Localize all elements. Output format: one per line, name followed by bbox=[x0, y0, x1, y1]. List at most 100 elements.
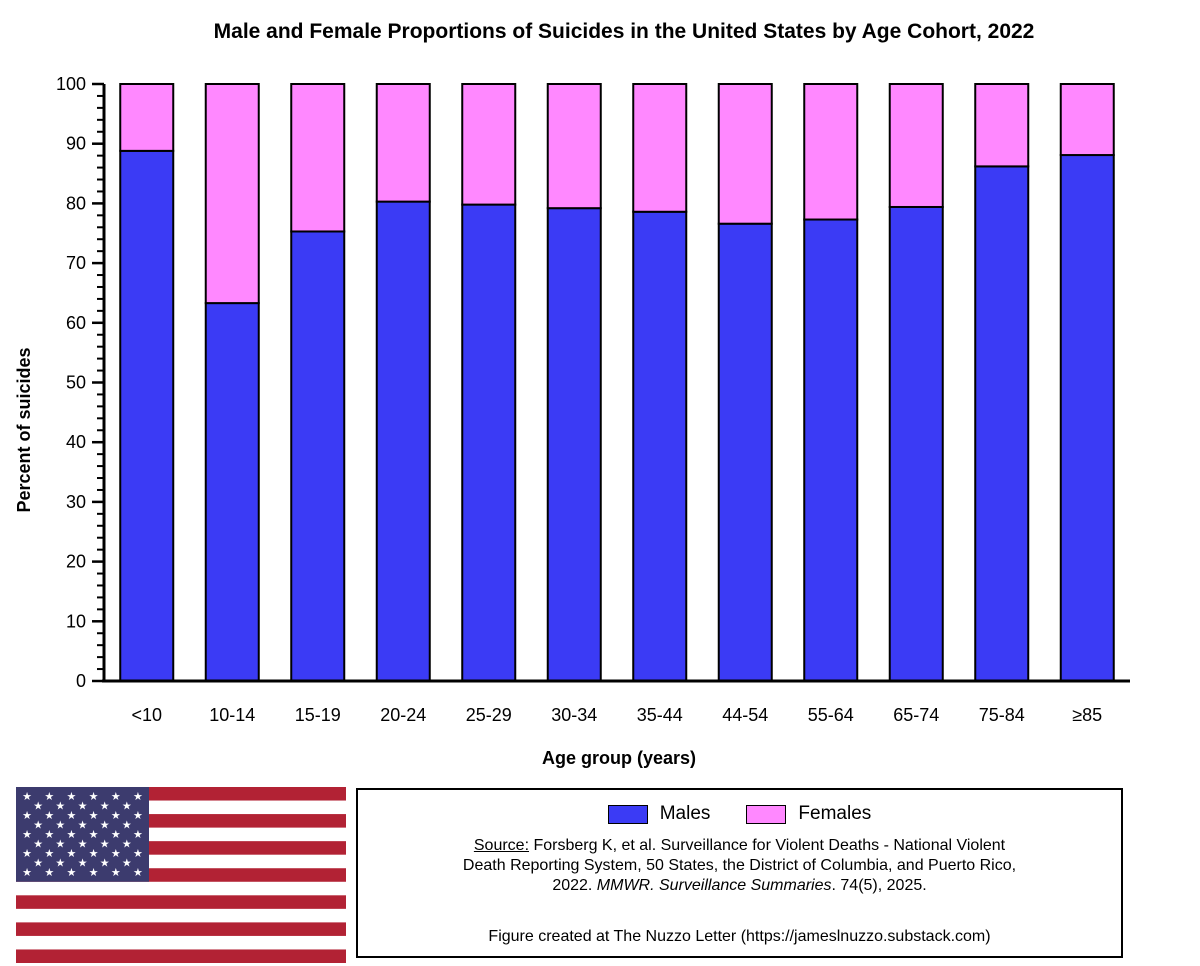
bar-females-10 bbox=[974, 83, 1030, 168]
flag-star: ★ bbox=[55, 799, 65, 812]
flag-star: ★ bbox=[55, 837, 65, 850]
y-tick-label: 40 bbox=[66, 432, 86, 452]
flag-star: ★ bbox=[33, 837, 43, 850]
y-axis-label: Percent of suicides bbox=[14, 347, 34, 512]
legend-item-females: Females bbox=[746, 803, 871, 825]
bar-females-9 bbox=[888, 83, 944, 208]
bar-females-8 bbox=[803, 83, 859, 221]
flag-star: ★ bbox=[44, 790, 54, 803]
x-tick-label: <10 bbox=[131, 705, 162, 725]
flag-star: ★ bbox=[89, 866, 99, 879]
stacked-bar-chart: Male and Female Proportions of Suicides … bbox=[14, 20, 1130, 768]
flag-star: ★ bbox=[89, 809, 99, 822]
bar-males-9 bbox=[888, 205, 944, 682]
flag-star: ★ bbox=[44, 866, 54, 879]
x-tick-label: 25-29 bbox=[466, 705, 512, 725]
bar-males-4 bbox=[461, 203, 517, 682]
flag-star: ★ bbox=[111, 847, 121, 860]
figure-credit: Figure created at The Nuzzo Letter (http… bbox=[488, 928, 991, 945]
flag-star: ★ bbox=[111, 866, 121, 879]
flag-canton bbox=[16, 787, 149, 882]
source-line-3b: . 74(5), 2025. bbox=[831, 877, 927, 894]
flag-star: ★ bbox=[22, 809, 32, 822]
x-tick-label: 75-84 bbox=[979, 705, 1025, 725]
flag-star: ★ bbox=[55, 856, 65, 869]
y-tick-label: 50 bbox=[66, 373, 86, 393]
bar-females-1 bbox=[204, 83, 260, 305]
flag-star: ★ bbox=[22, 866, 32, 879]
legend-swatch-females bbox=[746, 804, 787, 824]
flag-star: ★ bbox=[78, 856, 88, 869]
flag-star: ★ bbox=[66, 828, 76, 841]
flag-star: ★ bbox=[78, 799, 88, 812]
bar-females-2 bbox=[290, 83, 346, 233]
flag-star: ★ bbox=[66, 790, 76, 803]
source-line-2: Death Reporting System, 50 States, the D… bbox=[462, 857, 1017, 874]
legend-label-females: Females bbox=[798, 803, 872, 824]
flag-stripe bbox=[16, 895, 346, 909]
bar-males-11 bbox=[1059, 154, 1115, 682]
flag-star: ★ bbox=[111, 790, 121, 803]
bar-females-3 bbox=[375, 83, 431, 203]
flag-star: ★ bbox=[100, 799, 110, 812]
y-tick-label: 30 bbox=[66, 492, 86, 512]
y-tick-label: 90 bbox=[66, 134, 86, 154]
flag-star: ★ bbox=[111, 828, 121, 841]
flag-star: ★ bbox=[89, 847, 99, 860]
bar-males-5 bbox=[546, 207, 602, 682]
x-tick-label: 35-44 bbox=[637, 705, 683, 725]
x-tick-label: 44-54 bbox=[722, 705, 768, 725]
flag-star: ★ bbox=[122, 856, 132, 869]
bar-females-7 bbox=[717, 83, 773, 225]
source-journal: MMWR. Surveillance Summaries bbox=[596, 877, 832, 894]
flag-star: ★ bbox=[33, 856, 43, 869]
bar-males-10 bbox=[974, 165, 1030, 683]
flag-stripe bbox=[16, 949, 346, 963]
flag-star: ★ bbox=[22, 828, 32, 841]
bar-females-4 bbox=[461, 83, 517, 206]
bar-males-0 bbox=[119, 149, 175, 682]
flag-stripe bbox=[16, 922, 346, 936]
flag-star: ★ bbox=[133, 828, 143, 841]
legend-item-males: Males bbox=[607, 803, 710, 825]
bar-females-6 bbox=[632, 83, 688, 213]
bars-group bbox=[119, 83, 1115, 683]
x-axis-ticks: <10 10-14 15-19 20-24 25-29 30-34 35-44 44-54 55… bbox=[131, 705, 1102, 725]
us-flag: ★ ★ ★ ★ ★ ★ ★ ★ ★ ★ ★ ★ ★ ★ ★ ★ ★ ★ ★ ★ ★ ★ ★ ★ ★ ★ ★ ★ ★ ★ ★ ★ ★ ★ ★ ★ ★ ★ ★ ★… bbox=[16, 787, 346, 963]
flag-star: ★ bbox=[133, 866, 143, 879]
y-tick-label: 100 bbox=[56, 74, 86, 94]
legend-source-box: Males Females Source: Forsberg K, et al.… bbox=[356, 788, 1123, 958]
x-tick-label: 15-19 bbox=[295, 705, 341, 725]
flag-star: ★ bbox=[100, 837, 110, 850]
flag-star: ★ bbox=[100, 818, 110, 831]
bar-males-6 bbox=[632, 210, 688, 682]
bar-males-3 bbox=[375, 200, 431, 682]
flag-star: ★ bbox=[111, 809, 121, 822]
bar-males-7 bbox=[717, 222, 773, 682]
flag-star: ★ bbox=[100, 856, 110, 869]
bar-females-11 bbox=[1059, 83, 1115, 157]
bar-males-2 bbox=[290, 230, 346, 682]
legend: Males Females bbox=[358, 802, 1121, 826]
flag-star: ★ bbox=[89, 828, 99, 841]
x-tick-label: 20-24 bbox=[380, 705, 426, 725]
y-tick-label: 10 bbox=[66, 611, 86, 631]
flag-star: ★ bbox=[66, 866, 76, 879]
bar-males-8 bbox=[803, 218, 859, 682]
flag-star: ★ bbox=[133, 790, 143, 803]
flag-star: ★ bbox=[55, 818, 65, 831]
flag-star: ★ bbox=[22, 790, 32, 803]
flag-star: ★ bbox=[78, 818, 88, 831]
chart-title: Male and Female Proportions of Suicides … bbox=[214, 20, 1035, 43]
flag-star: ★ bbox=[89, 790, 99, 803]
y-tick-label: 70 bbox=[66, 253, 86, 273]
y-tick-label: 20 bbox=[66, 552, 86, 572]
flag-star: ★ bbox=[133, 809, 143, 822]
x-tick-label: 30-34 bbox=[551, 705, 597, 725]
y-tick-label: 60 bbox=[66, 313, 86, 333]
x-tick-label: 10-14 bbox=[209, 705, 255, 725]
bar-females-0 bbox=[119, 83, 175, 152]
flag-star: ★ bbox=[44, 828, 54, 841]
flag-star: ★ bbox=[22, 847, 32, 860]
legend-swatch-males bbox=[607, 804, 648, 824]
